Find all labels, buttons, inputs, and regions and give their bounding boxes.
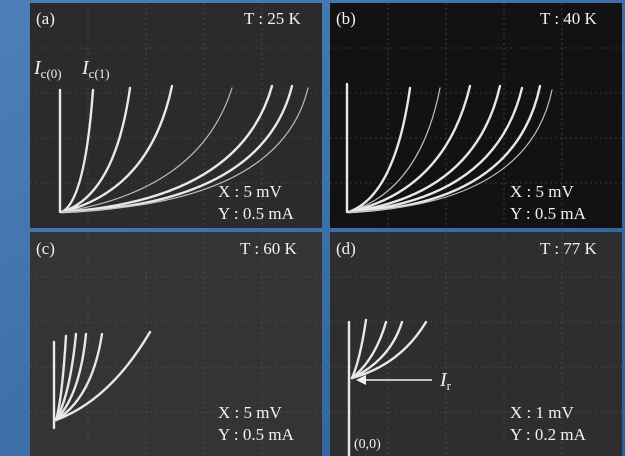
temperature: T : 60 K (240, 239, 298, 258)
temperature: T : 77 K (540, 239, 598, 258)
temperature: T : 25 K (244, 9, 302, 28)
subscript: c(1) (89, 66, 110, 81)
x-scale: X : 1 mV (510, 403, 574, 422)
origin-label: (0,0) (354, 437, 381, 452)
y-scale: Y : 0.5 mA (510, 204, 587, 223)
panel-label: (a) (36, 9, 55, 28)
page: {"panels":[ {"label":"(a)","temperature"… (0, 0, 625, 456)
subscript: c(0) (41, 66, 62, 81)
y-scale: Y : 0.5 mA (218, 425, 295, 444)
panel-label: (b) (336, 9, 356, 28)
panel-label: (c) (36, 239, 55, 258)
panel-d: (d) T : 77 K X : 1 mV Y : 0.2 mA Ir (0,0… (330, 232, 622, 456)
panel-a: (a) T : 25 K X : 5 mV Y : 0.5 mA Ic(0) I… (30, 3, 322, 228)
x-scale: X : 5 mV (218, 403, 282, 422)
figure: (a) T : 25 K X : 5 mV Y : 0.5 mA Ic(0) I… (0, 0, 625, 456)
panel-label: (d) (336, 239, 356, 258)
x-scale: X : 5 mV (218, 182, 282, 201)
panel-b: (b) T : 40 K X : 5 mV Y : 0.5 mA (330, 3, 622, 228)
x-scale: X : 5 mV (510, 182, 574, 201)
scope-screen (330, 232, 622, 456)
subscript: r (447, 378, 452, 393)
temperature: T : 40 K (540, 9, 598, 28)
panel-c: (c) T : 60 K X : 5 mV Y : 0.5 mA (30, 232, 322, 456)
y-scale: Y : 0.2 mA (510, 425, 587, 444)
y-scale: Y : 0.5 mA (218, 204, 295, 223)
